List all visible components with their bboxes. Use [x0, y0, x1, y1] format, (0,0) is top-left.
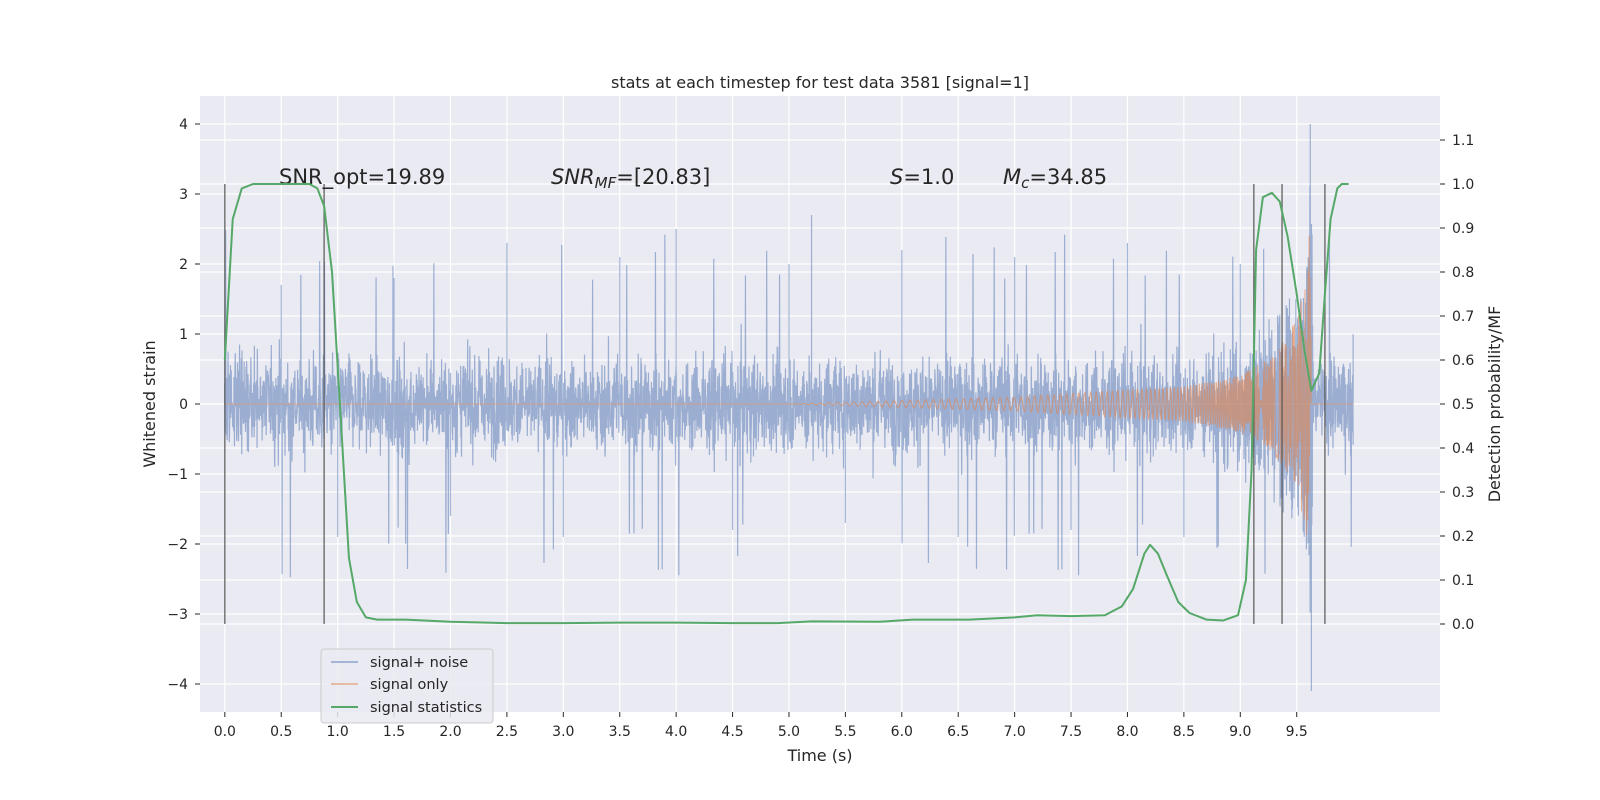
series-signal-statistics [223, 183, 1349, 625]
x-tick-label: 6.0 [891, 724, 913, 740]
y-left-tick-label: 3 [179, 187, 188, 203]
y-axis-right-label: Detection probability/MF [1485, 306, 1504, 503]
y-right-tick-label: 0.8 [1452, 265, 1474, 281]
y-left-tick-label: −3 [167, 607, 188, 623]
x-tick-label: 1.5 [383, 724, 405, 740]
legend-label-signal-only: signal only [370, 677, 449, 693]
legend: signal+ noise signal only signal statist… [320, 648, 494, 724]
y-right-tick-label: 0.9 [1452, 221, 1474, 237]
y-right-tick-label: 0.2 [1452, 529, 1474, 545]
x-tick-label: 2.5 [496, 724, 518, 740]
x-tick-label: 0.0 [214, 724, 236, 740]
x-tick-label: 2.0 [439, 724, 461, 740]
y-left-tick-label: −1 [167, 467, 188, 483]
y-right-tick-label: 0.0 [1452, 617, 1474, 633]
x-tick-label: 8.5 [1173, 724, 1195, 740]
series-signal-noise [224, 124, 1354, 691]
x-tick-label: 8.0 [1116, 724, 1138, 740]
x-tick-label: 3.5 [609, 724, 631, 740]
x-tick-label: 9.0 [1229, 724, 1251, 740]
y-right-tick-label: 0.3 [1452, 485, 1474, 501]
y-right-tick-label: 1.0 [1452, 177, 1474, 193]
x-tick-label: 6.5 [947, 724, 969, 740]
x-tick-label: 7.0 [1003, 724, 1025, 740]
series-signal-only [224, 236, 1354, 535]
annotation-s: S=1.0 [890, 165, 954, 189]
y-right-tick-label: 0.5 [1452, 397, 1474, 413]
x-tick-label: 5.5 [834, 724, 856, 740]
x-axis-label: Time (s) [786, 746, 852, 765]
x-tick-label: 4.0 [665, 724, 687, 740]
y-right-tick-label: 0.6 [1452, 353, 1474, 369]
legend-label-signal-statistics: signal statistics [370, 700, 482, 716]
annotation-snr-opt: SNR_opt=19.89 [279, 165, 445, 190]
annotation-mc: Mc=34.85 [1003, 165, 1107, 192]
x-tick-label: 5.0 [778, 724, 800, 740]
x-tick-label: 7.5 [1060, 724, 1082, 740]
y-axis-left-label: Whitened strain [140, 340, 159, 467]
y-right-tick-label: 0.1 [1452, 573, 1474, 589]
legend-box [320, 648, 494, 724]
y-left-tick-label: 2 [179, 257, 188, 273]
x-tick-label: 3.0 [552, 724, 574, 740]
y-left-tick-label: −4 [167, 677, 188, 693]
chart-title: stats at each timestep for test data 358… [611, 73, 1029, 92]
y-left-tick-label: 4 [179, 117, 188, 133]
y-right-tick-label: 0.7 [1452, 309, 1474, 325]
y-left-tick-label: 1 [179, 327, 188, 343]
annotation-snr-mf: SNRMF=[20.83] [551, 165, 710, 192]
y-right-tick-label: 1.1 [1452, 133, 1474, 149]
y-right-tick-label: 0.4 [1452, 441, 1474, 457]
legend-label-signal-noise: signal+ noise [370, 655, 468, 671]
x-tick-label: 1.0 [327, 724, 349, 740]
y-left-tick-label: −2 [167, 537, 188, 553]
x-tick-label: 0.5 [270, 724, 292, 740]
x-tick-label: 4.5 [721, 724, 743, 740]
x-tick-label: 9.5 [1286, 724, 1308, 740]
y-left-tick-label: 0 [179, 397, 188, 413]
